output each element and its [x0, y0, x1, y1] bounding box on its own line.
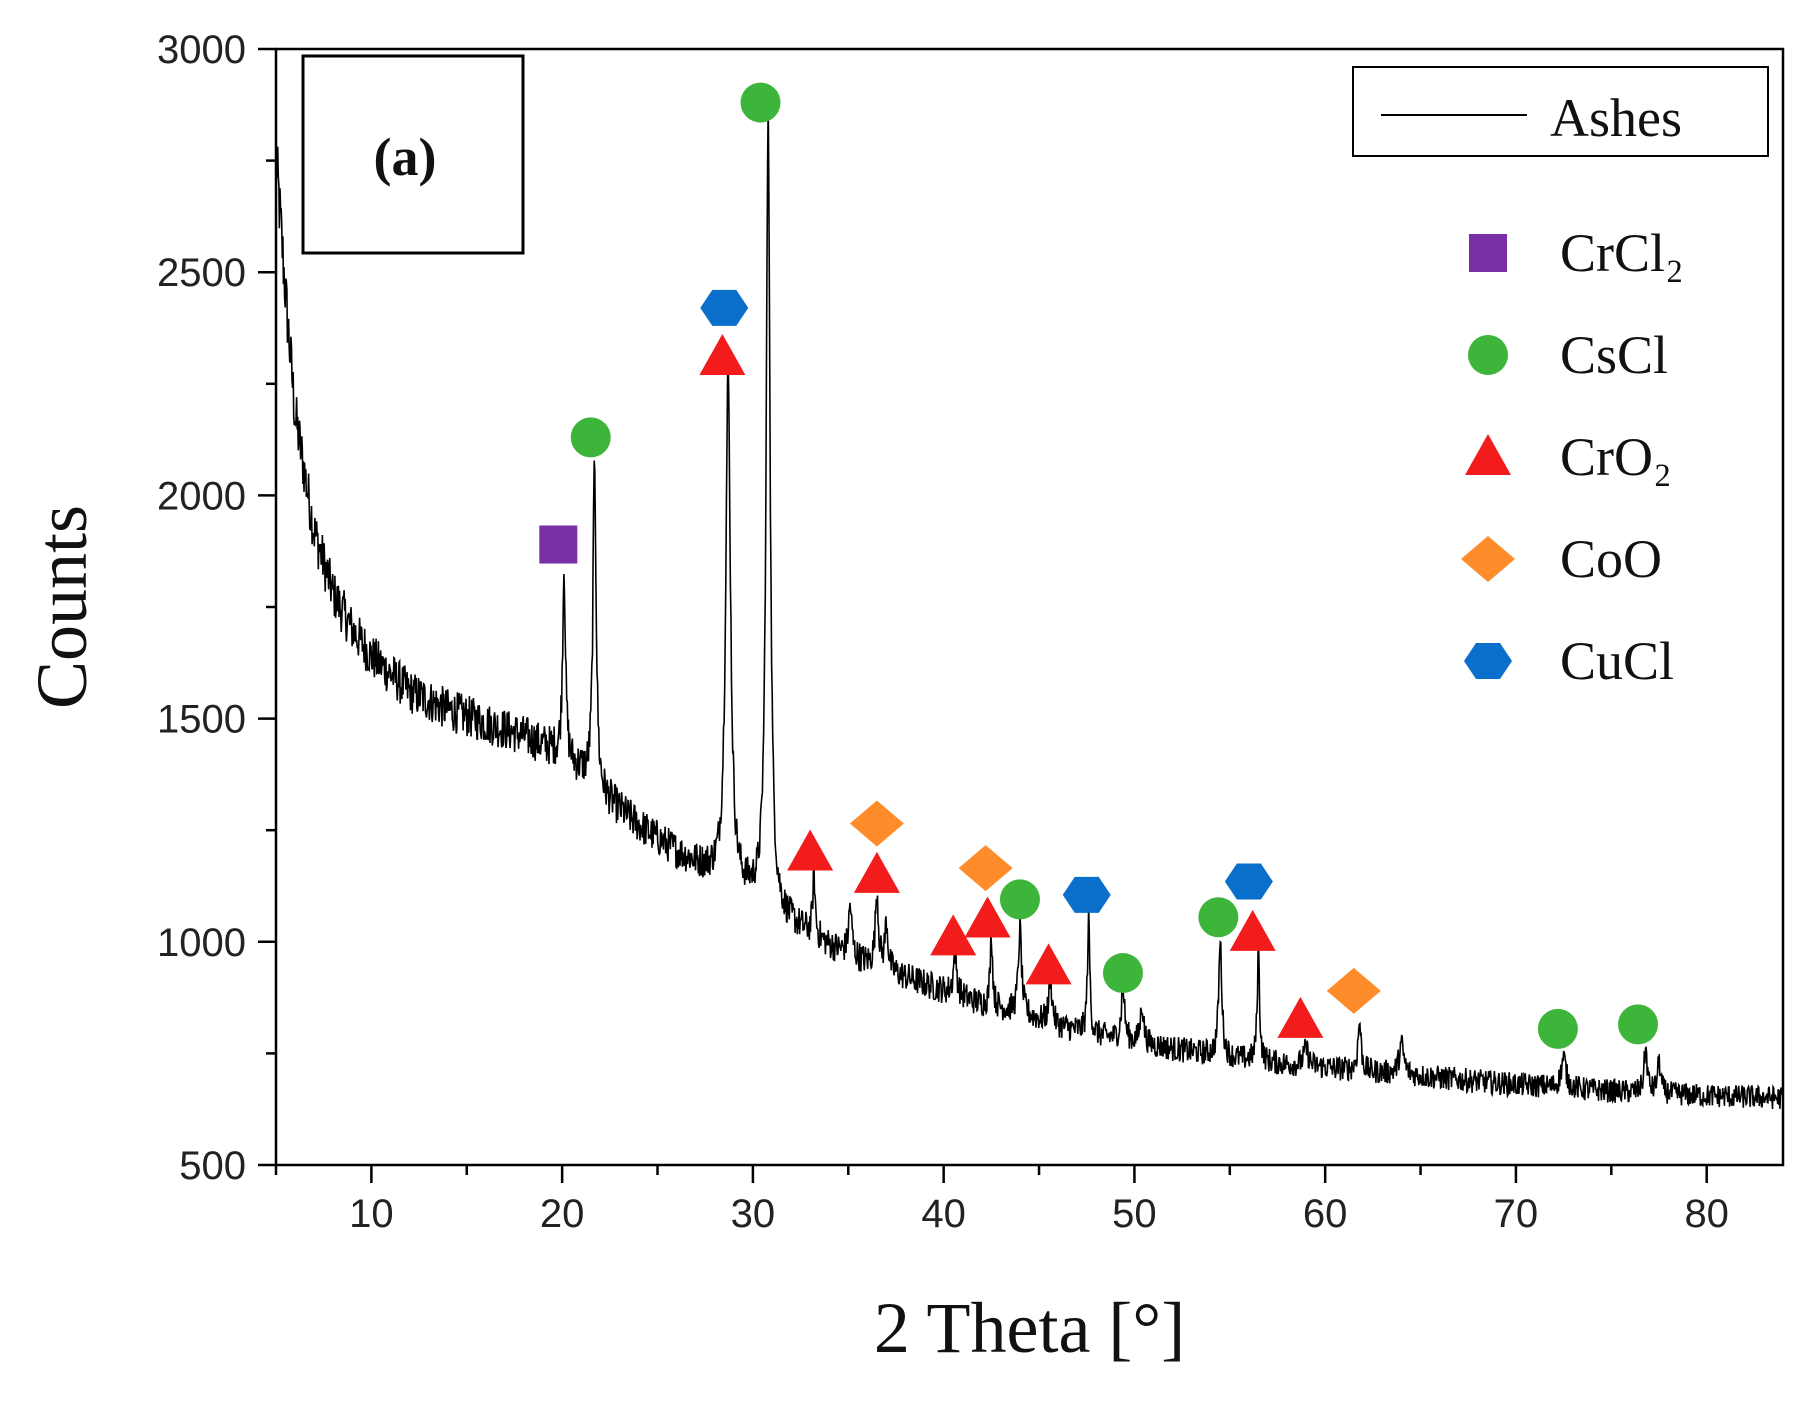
x-tick-label: 30: [731, 1192, 776, 1236]
x-tick-label: 40: [921, 1192, 966, 1236]
y-tick-label: 500: [179, 1144, 246, 1188]
legend-label-phase: CrCl₂: [1560, 223, 1684, 283]
peak-marker-square: [539, 525, 578, 564]
peak-marker-triangle: [1229, 909, 1276, 951]
peak-marker-triangle: [964, 896, 1011, 938]
legend-label-phase: CrO₂: [1560, 427, 1672, 487]
legend-marker-hexagon: [1464, 643, 1512, 679]
peak-marker-diamond: [849, 800, 904, 847]
peak-marker-circle: [1537, 1008, 1578, 1049]
x-tick-label: 50: [1112, 1192, 1157, 1236]
legend-marker-circle: [1468, 335, 1508, 375]
peak-marker-circle: [740, 82, 781, 123]
x-tick-label: 20: [540, 1192, 585, 1236]
axes: 10 20 30 40 50 60 70 80 500 1000 1500 2000 2500 3000: [157, 28, 1785, 1236]
plot-area: [275, 103, 1784, 1110]
peak-marker-triangle: [787, 829, 834, 871]
panel-label: (a): [374, 127, 437, 187]
peak-marker-hexagon: [1224, 863, 1273, 900]
peak-markers: [539, 82, 1659, 1049]
peak-marker-triangle: [930, 914, 977, 956]
legend-marker-diamond: [1461, 536, 1515, 582]
peak-marker-circle: [1102, 953, 1143, 994]
peak-marker-circle: [999, 879, 1040, 920]
y-tick-label: 2500: [157, 251, 246, 295]
peak-marker-hexagon: [1062, 876, 1111, 913]
legend-marker-square: [1469, 234, 1507, 272]
legend-label-ashes: Ashes: [1550, 88, 1682, 148]
peak-marker-diamond: [958, 845, 1013, 892]
series-line-ashes: [275, 103, 1784, 1110]
x-tick-label: 80: [1684, 1192, 1729, 1236]
legend-box: [1352, 66, 1769, 157]
peak-marker-circle: [1618, 1004, 1659, 1045]
y-tick-label: 3000: [157, 28, 246, 72]
peak-marker-circle: [1198, 897, 1239, 938]
peak-marker-triangle: [699, 334, 746, 376]
y-axis-title: Counts: [22, 505, 102, 709]
x-tick-label: 70: [1494, 1192, 1539, 1236]
peak-marker-diamond: [1326, 967, 1381, 1014]
y-tick-label: 1000: [157, 921, 246, 965]
x-tick-label: 60: [1303, 1192, 1348, 1236]
x-tick-label: 10: [349, 1192, 394, 1236]
panel-label-box: (a): [301, 54, 525, 255]
x-axis-title: 2 Theta [°]: [874, 1288, 1185, 1368]
panel-label-frame: [301, 54, 525, 255]
y-tick-label: 1500: [157, 698, 246, 742]
peak-marker-hexagon: [700, 289, 749, 326]
peak-marker-circle: [570, 417, 611, 458]
legend-label-phase: CoO: [1560, 529, 1662, 589]
legend: Ashes CrCl₂ CsCl CrO₂ CoO CuCl: [1352, 66, 1769, 691]
legend-marker-triangle: [1465, 434, 1511, 475]
legend-label-phase: CsCl: [1560, 325, 1668, 385]
legend-label-phase: CuCl: [1560, 631, 1674, 691]
peak-marker-triangle: [1025, 943, 1072, 985]
y-tick-label: 2000: [157, 474, 246, 518]
peak-marker-triangle: [1277, 996, 1324, 1038]
peak-marker-triangle: [853, 851, 900, 893]
